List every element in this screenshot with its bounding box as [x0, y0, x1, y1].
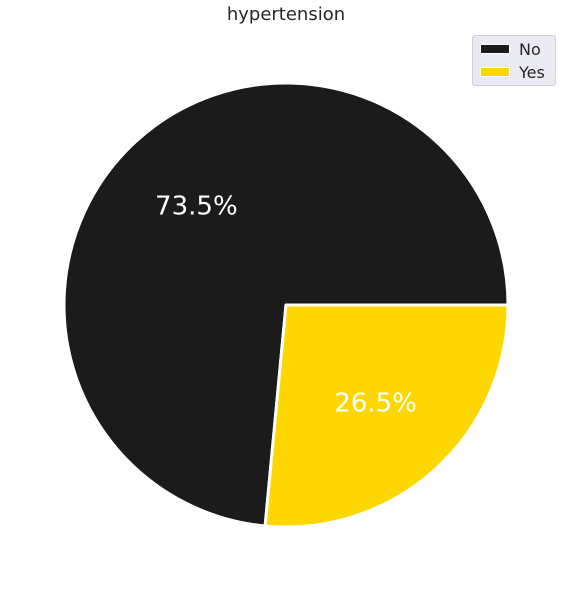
- legend-item-no: No: [480, 39, 541, 59]
- legend-label-no: No: [519, 39, 541, 59]
- legend-swatch-no: [480, 44, 510, 54]
- pie-label-yes: 26.5%: [334, 389, 417, 419]
- pie-label-no: 73.5%: [155, 191, 238, 221]
- legend-swatch-yes: [480, 67, 510, 77]
- pie-slice-yes: [263, 303, 510, 529]
- chart-title: hypertension: [226, 4, 346, 25]
- legend-label-yes: Yes: [519, 62, 545, 82]
- legend: No Yes: [472, 35, 556, 86]
- legend-item-yes: Yes: [480, 62, 545, 82]
